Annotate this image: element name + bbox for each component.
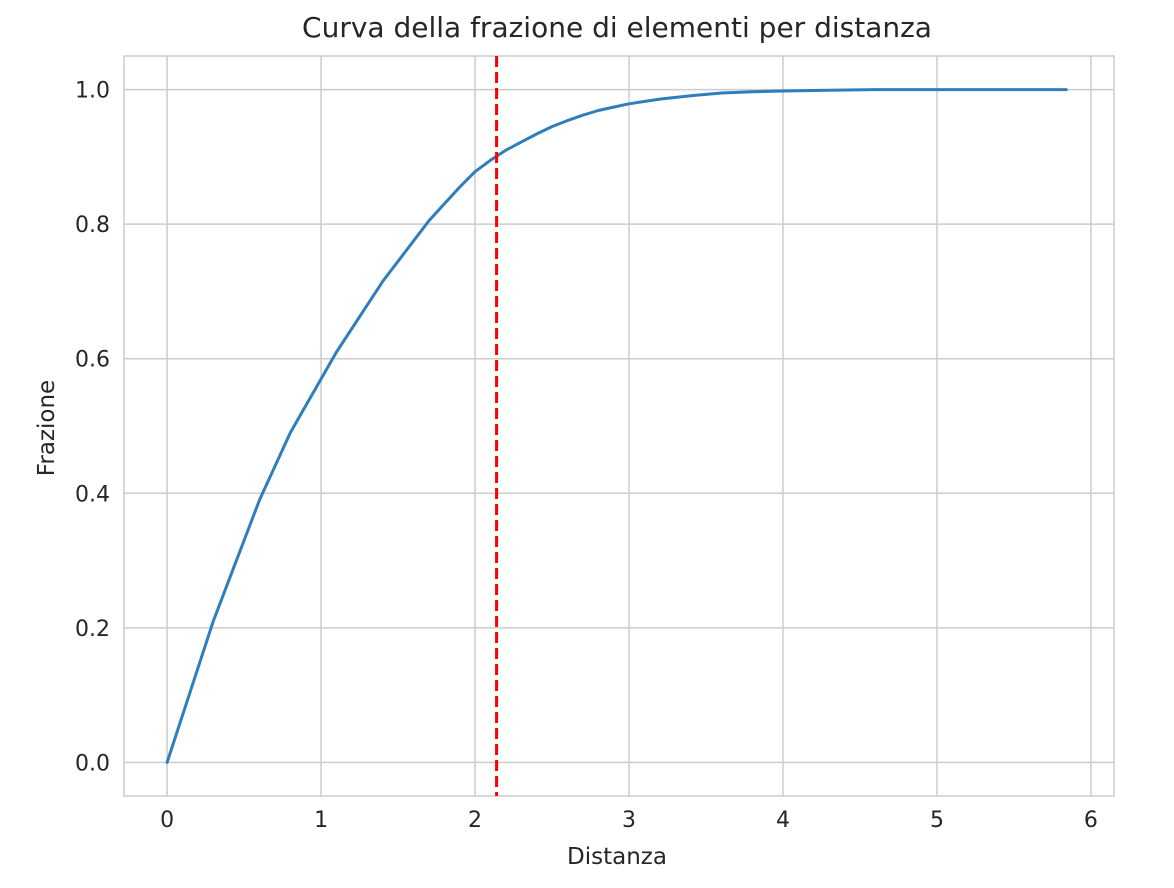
y-axis-label: Frazione — [34, 380, 60, 476]
x-tick-label: 2 — [468, 808, 482, 833]
y-tick-label: 0.6 — [75, 348, 110, 373]
y-tick-label: 0.8 — [75, 213, 110, 238]
x-tick-label: 5 — [930, 808, 944, 833]
x-tick-label: 3 — [622, 808, 636, 833]
y-tick-label: 0.4 — [75, 482, 110, 507]
y-tick-label: 1.0 — [75, 79, 110, 104]
y-tick-label: 0.0 — [75, 751, 110, 776]
x-tick-label: 6 — [1084, 808, 1098, 833]
x-tick-label: 0 — [160, 808, 174, 833]
x-tick-labels: 0 1 2 3 4 5 6 — [160, 808, 1098, 833]
x-tick-label: 4 — [776, 808, 790, 833]
series-layer — [165, 88, 1068, 764]
chart-title: Curva della frazione di elementi per dis… — [302, 11, 932, 44]
x-tick-label: 1 — [314, 808, 328, 833]
plot-frame — [123, 55, 1115, 797]
y-tick-label: 0.2 — [75, 617, 110, 642]
y-tick-labels: 0.0 0.2 0.4 0.6 0.8 1.0 — [75, 79, 110, 777]
grid-layer — [124, 56, 1114, 796]
x-axis-label: Distanza — [567, 844, 667, 870]
data-line — [165, 88, 1068, 764]
